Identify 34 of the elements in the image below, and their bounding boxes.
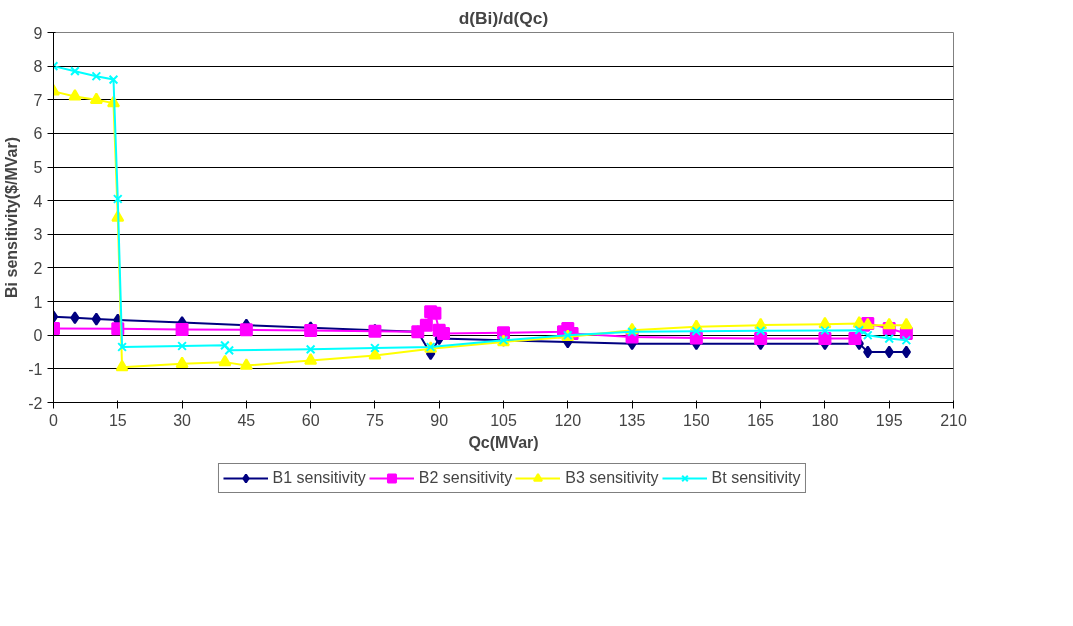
y-tick-label: 6 — [33, 125, 43, 143]
y-tick-label: 8 — [33, 58, 43, 76]
y-tick-label: 1 — [33, 293, 43, 311]
y-tick-label: 0 — [33, 327, 43, 345]
chart-title: d(Bi)/d(Qc) — [458, 7, 549, 28]
y-axis-title: Bi sensitivity($/MVar) — [3, 137, 21, 298]
x-tick-label: 150 — [683, 411, 710, 429]
y-tick-label: -1 — [28, 360, 43, 378]
x-tick-label: 45 — [237, 411, 256, 429]
y-tick-label: 4 — [33, 192, 43, 210]
x-tick-label: 15 — [108, 411, 127, 429]
x-tick-label: 135 — [618, 411, 646, 429]
x-axis-title: Qc(MVar) — [468, 433, 539, 451]
legend-label: B3 sensitivity — [565, 469, 659, 487]
x-tick-label: 165 — [747, 411, 775, 429]
y-tick-label: 7 — [33, 91, 43, 109]
y-tick-label: 3 — [33, 226, 43, 244]
x-tick-label: 210 — [940, 411, 967, 429]
x-tick-label: 180 — [811, 411, 839, 429]
x-tick-label: 30 — [173, 411, 192, 429]
x-tick-label: 120 — [554, 411, 582, 429]
x-tick-label: 105 — [490, 411, 517, 429]
x-tick-label: 75 — [366, 411, 384, 429]
y-tick-label: 2 — [33, 259, 43, 277]
x-tick-label: 60 — [301, 411, 320, 429]
x-tick-label: 90 — [430, 411, 449, 429]
legend-label: Bt sensitivity — [711, 469, 801, 487]
x-tick-label: 195 — [875, 411, 903, 429]
y-tick-label: 5 — [33, 159, 43, 177]
legend-label: B1 sensitivity — [272, 469, 366, 487]
y-tick-label: -2 — [28, 394, 43, 412]
x-tick-label: 0 — [49, 411, 59, 429]
y-tick-label: 9 — [33, 24, 43, 42]
legend-label: B2 sensitivity — [418, 469, 513, 487]
